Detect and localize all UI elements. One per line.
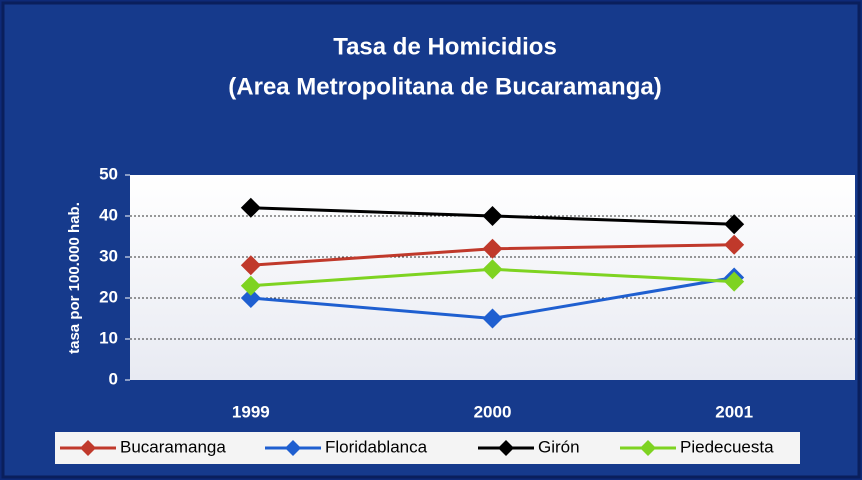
marker (724, 271, 745, 292)
y-tick-label: 20 (99, 287, 118, 306)
marker (724, 214, 745, 235)
marker (240, 197, 261, 218)
y-tick-label: 10 (99, 328, 118, 347)
chart-title: (Area Metropolitana de Bucaramanga) (228, 73, 661, 100)
legend-label: Bucaramanga (120, 437, 226, 456)
chart-title: Tasa de Homicidios (333, 33, 557, 60)
legend-label: Floridablanca (325, 437, 428, 456)
marker (482, 238, 503, 259)
legend-label: Piedecuesta (680, 437, 774, 456)
y-tick-label: 50 (99, 164, 118, 183)
y-tick-label: 0 (109, 369, 118, 388)
legend-marker (640, 440, 656, 456)
y-tick-label: 40 (99, 205, 118, 224)
marker (724, 234, 745, 255)
marker (482, 206, 503, 226)
x-tick-label: 2001 (715, 402, 753, 421)
legend-marker (498, 440, 514, 456)
legend-marker (285, 440, 301, 456)
y-axis-label: tasa por 100.000 hab. (66, 202, 83, 354)
legend-marker (80, 440, 96, 456)
x-tick-label: 1999 (232, 402, 270, 421)
marker (482, 308, 503, 329)
marker (240, 275, 261, 296)
legend-label: Girón (538, 437, 580, 456)
marker (482, 259, 503, 280)
marker (240, 288, 261, 308)
marker (240, 255, 261, 276)
x-tick-label: 2000 (474, 402, 512, 421)
y-tick-label: 30 (99, 246, 118, 265)
